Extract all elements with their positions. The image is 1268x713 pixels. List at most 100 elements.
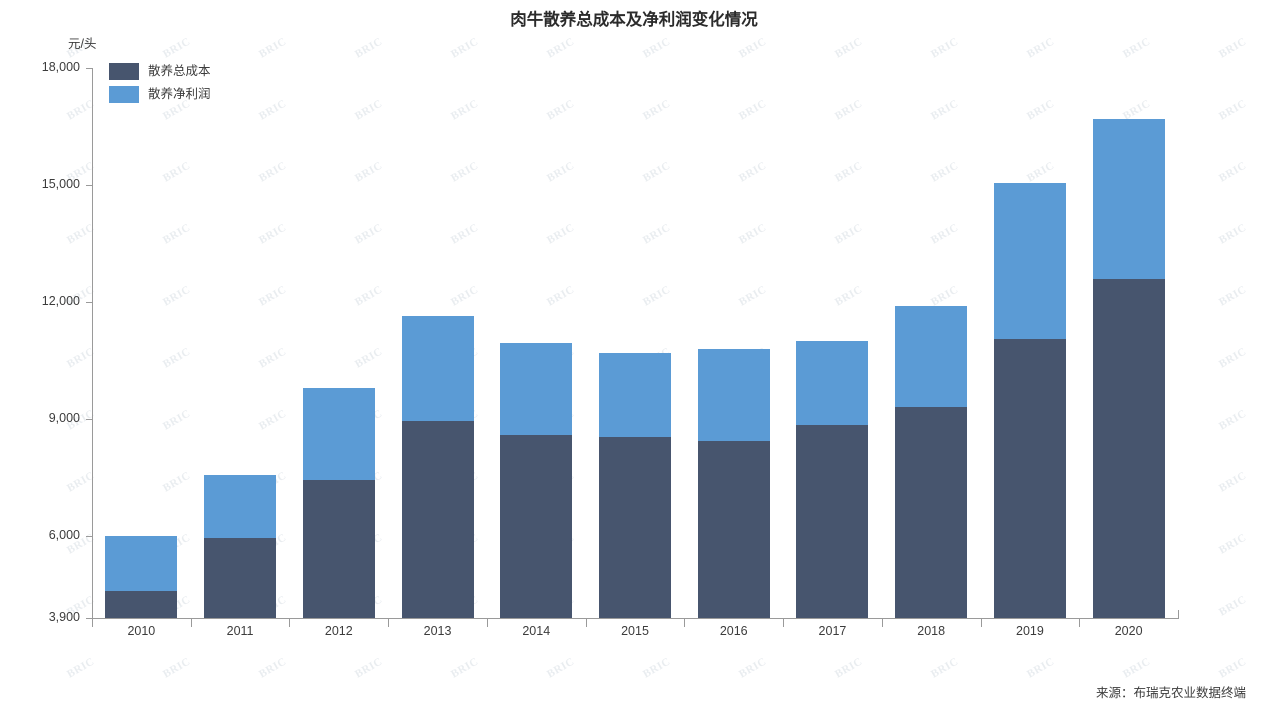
watermark-text: BRIC — [0, 593, 1, 618]
bar-stack-2016[interactable] — [697, 68, 770, 618]
x-tick-mark — [190, 619, 192, 627]
watermark-text: BRIC — [1216, 531, 1249, 557]
bar-segment-total-cost[interactable] — [302, 479, 375, 618]
bar-segment-net-profit[interactable] — [599, 352, 671, 437]
chart-title: 肉牛散养总成本及净利润变化情况 — [510, 11, 758, 29]
bar-segment-net-profit[interactable] — [500, 343, 573, 435]
y-axis-unit-label: 元/头 — [68, 37, 97, 51]
bar-stack-2010[interactable] — [105, 68, 178, 618]
legend-item-net-profit[interactable]: 散养净利润 — [109, 86, 211, 103]
bar-segment-total-cost[interactable] — [796, 424, 869, 618]
y-tick-label: 6,000 — [48, 528, 80, 543]
bar-segment-total-cost[interactable] — [105, 590, 178, 618]
bar-stack-2020[interactable] — [1092, 68, 1165, 618]
watermark-text: BRIC — [256, 655, 289, 681]
bar-segment-net-profit[interactable] — [895, 305, 968, 408]
x-tick-label-2016: 2016 — [719, 624, 748, 638]
bar-segment-net-profit[interactable] — [697, 348, 770, 441]
x-tick-label-2017: 2017 — [818, 624, 847, 638]
watermark-text: BRIC — [1216, 469, 1249, 495]
x-tick-mark — [585, 619, 587, 627]
watermark-text: BRIC — [1120, 35, 1153, 61]
x-axis-line — [92, 618, 1179, 619]
watermark-text: BRIC — [1216, 345, 1249, 371]
x-tick-mark — [388, 619, 390, 627]
watermark-text: BRIC — [1216, 655, 1249, 681]
watermark-text: BRIC — [160, 655, 193, 681]
y-axis-line — [92, 68, 93, 619]
bar-segment-total-cost[interactable] — [500, 434, 573, 618]
watermark-text: BRIC — [1024, 655, 1057, 681]
watermark-text: BRIC — [1216, 283, 1249, 309]
x-tick-mark — [783, 619, 785, 627]
bar-segment-total-cost[interactable] — [697, 440, 770, 618]
y-tick-label: 15,000 — [41, 177, 80, 192]
bar-stack-2015[interactable] — [599, 68, 671, 618]
legend-label-total-cost: 散养总成本 — [148, 64, 211, 78]
bar-stack-2014[interactable] — [500, 68, 573, 618]
watermark-text: BRIC — [352, 35, 385, 61]
bar-segment-total-cost[interactable] — [401, 421, 474, 618]
plot-area — [92, 68, 1178, 618]
bar-segment-total-cost[interactable] — [599, 436, 671, 618]
watermark-text: BRIC — [448, 655, 481, 681]
bar-stack-2018[interactable] — [895, 68, 968, 618]
x-tick-label-2011: 2011 — [226, 624, 254, 638]
watermark-text: BRIC — [1216, 407, 1249, 433]
watermark-text: BRIC — [1024, 35, 1057, 61]
y-tick-mark — [86, 68, 92, 69]
bar-stack-2012[interactable] — [302, 68, 375, 618]
watermark-text: BRIC — [736, 655, 769, 681]
bar-segment-net-profit[interactable] — [1092, 118, 1165, 279]
legend-swatch-total-cost — [109, 63, 139, 80]
watermark-text: BRIC — [1216, 97, 1249, 123]
watermark-text: BRIC — [736, 35, 769, 61]
bar-segment-total-cost[interactable] — [895, 407, 968, 618]
watermark-text: BRIC — [0, 35, 1, 60]
bar-segment-total-cost[interactable] — [204, 538, 277, 618]
x-tick-mark — [486, 619, 488, 627]
bar-segment-net-profit[interactable] — [993, 183, 1066, 340]
bar-segment-net-profit[interactable] — [796, 341, 869, 425]
watermark-text: BRIC — [1120, 655, 1153, 681]
y-tick-mark — [86, 618, 92, 619]
y-tick-label: 18,000 — [41, 60, 80, 74]
watermark-text: BRIC — [0, 159, 1, 184]
x-tick-mark — [684, 619, 686, 627]
bar-segment-net-profit[interactable] — [204, 475, 277, 539]
bar-segment-net-profit[interactable] — [401, 315, 474, 421]
watermark-text: BRIC — [160, 35, 193, 61]
bar-stack-2017[interactable] — [796, 68, 869, 618]
y-tick-mark — [86, 185, 92, 187]
watermark-text: BRIC — [0, 345, 1, 370]
watermark-text: BRIC — [64, 655, 97, 681]
legend-item-total-cost[interactable]: 散养总成本 — [109, 63, 211, 80]
bar-segment-total-cost[interactable] — [993, 339, 1066, 618]
x-tick-label-2014: 2014 — [522, 624, 551, 638]
x-tick-mark — [881, 619, 883, 627]
bar-segment-net-profit[interactable] — [302, 387, 375, 480]
watermark-text: BRIC — [832, 35, 865, 61]
y-tick-label: 3,900 — [48, 610, 80, 624]
x-tick-label-2015: 2015 — [621, 624, 649, 638]
x-tick-label-2013: 2013 — [423, 624, 452, 638]
bar-stack-2011[interactable] — [204, 68, 277, 618]
bar-segment-total-cost[interactable] — [1092, 278, 1165, 618]
watermark-text: BRIC — [0, 221, 1, 246]
bar-stack-2019[interactable] — [993, 68, 1066, 618]
watermark-text: BRIC — [0, 531, 1, 556]
bar-stack-2013[interactable] — [401, 68, 474, 618]
watermark-text: BRIC — [544, 655, 577, 681]
x-tick-mark — [92, 619, 93, 627]
legend-label-net-profit: 散养净利润 — [148, 87, 211, 101]
bar-segment-net-profit[interactable] — [105, 536, 178, 591]
x-tick-label-2010: 2010 — [127, 624, 156, 638]
watermark-text: BRIC — [0, 407, 1, 432]
watermark-text: BRIC — [1216, 221, 1249, 247]
x-axis-end-tick — [1178, 610, 1179, 619]
legend-swatch-net-profit — [109, 86, 139, 103]
watermark-text: BRIC — [0, 283, 1, 308]
y-tick-label: 12,000 — [41, 294, 80, 309]
y-tick-label: 9,000 — [48, 411, 80, 426]
x-tick-mark — [289, 619, 291, 627]
